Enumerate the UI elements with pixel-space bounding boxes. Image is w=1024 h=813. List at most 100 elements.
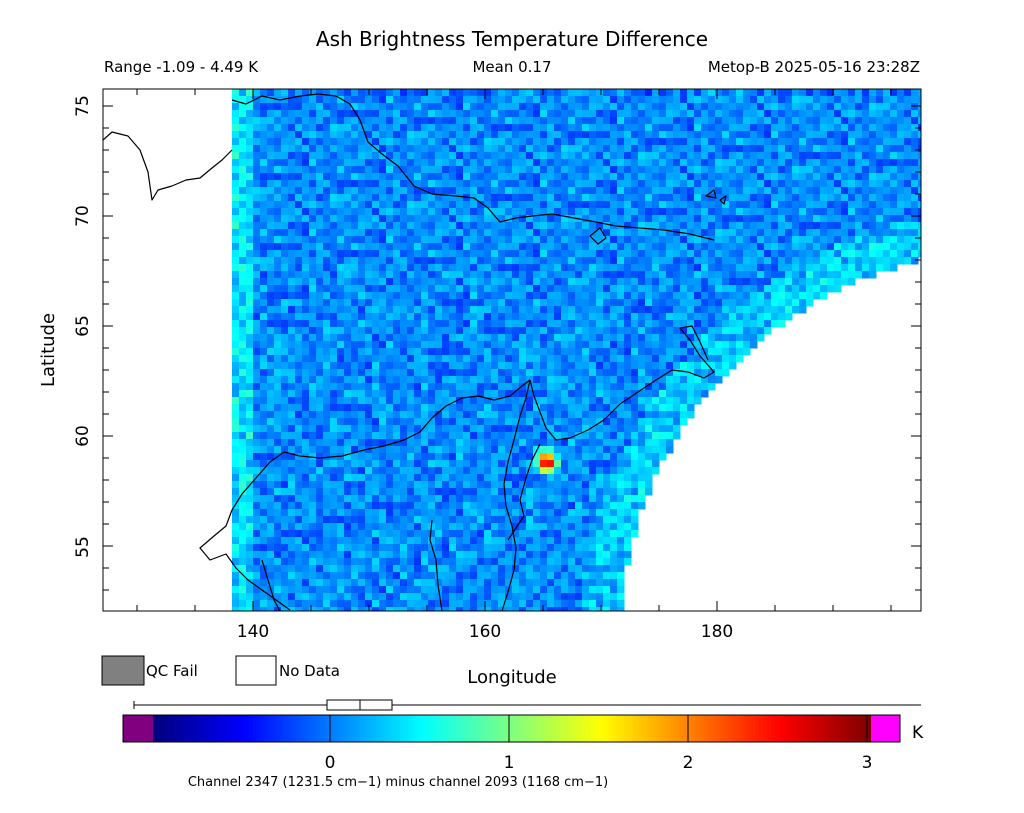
swath-pixel [694,215,702,223]
swath-pixel [519,453,527,461]
swath-pixel [442,355,450,363]
swath-pixel [743,131,751,139]
swath-pixel [547,201,555,209]
swath-pixel [407,285,415,293]
swath-pixel [337,229,345,237]
swath-pixel [582,89,590,97]
swath-pixel [498,502,506,510]
swath-pixel [295,418,303,426]
swath-pixel [379,348,387,356]
swath-pixel [589,418,597,426]
swath-pixel [463,390,471,398]
swath-pixel [505,460,513,468]
swath-pixel [302,474,310,482]
swath-pixel [708,215,716,223]
swath-pixel [386,180,394,188]
swath-pixel [274,334,282,342]
swath-pixel [288,243,296,251]
swath-pixel [365,418,373,426]
swath-pixel [575,152,583,160]
swath-pixel [862,124,870,132]
swath-pixel [624,348,632,356]
swath-pixel [246,460,254,468]
swath-pixel [407,453,415,461]
swath-pixel [309,390,317,398]
swath-pixel [442,306,450,314]
swath-pixel [239,362,247,370]
swath-pixel [827,271,835,279]
swath-pixel [309,397,317,405]
swath-pixel [834,243,842,251]
swath-pixel [344,439,352,447]
swath-pixel [365,320,373,328]
swath-pixel [484,187,492,195]
swath-pixel [316,250,324,258]
swath-pixel [582,194,590,202]
swath-pixel [645,131,653,139]
swath-pixel [386,446,394,454]
swath-pixel [330,348,338,356]
swath-pixel [393,257,401,265]
swath-pixel [673,222,681,230]
swath-pixel [694,369,702,377]
swath-pixel [603,383,611,391]
swath-pixel [365,425,373,433]
swath-pixel [582,383,590,391]
swath-pixel [456,285,464,293]
swath-pixel [512,306,520,314]
swath-pixel [855,117,863,125]
swath-pixel [351,453,359,461]
swath-pixel [701,138,709,146]
swath-pixel [414,439,422,447]
swath-pixel [869,131,877,139]
swath-pixel [344,390,352,398]
swath-pixel [274,397,282,405]
swath-pixel [295,313,303,321]
swath-pixel [456,495,464,503]
swath-pixel [540,327,548,335]
swath-pixel [638,355,646,363]
swath-pixel [561,271,569,279]
swath-pixel [498,124,506,132]
swath-pixel [575,208,583,216]
swath-pixel [715,292,723,300]
swath-pixel [799,159,807,167]
swath-pixel [435,124,443,132]
swath-pixel [505,327,513,335]
swath-pixel [638,271,646,279]
swath-pixel [610,502,618,510]
swath-pixel [295,222,303,230]
swath-pixel [694,131,702,139]
swath-pixel [491,341,499,349]
swath-pixel [400,89,408,97]
swath-pixel [470,327,478,335]
swath-pixel [484,152,492,160]
swath-pixel [470,201,478,209]
swath-pixel [435,208,443,216]
range-label: Range -1.09 - 4.49 K [104,58,259,76]
swath-pixel [582,250,590,258]
swath-pixel [386,124,394,132]
swath-pixel [393,110,401,118]
swath-pixel [253,180,261,188]
swath-pixel [652,131,660,139]
swath-pixel [421,117,429,125]
swath-pixel [232,257,240,265]
swath-pixel [638,488,646,496]
swath-pixel [645,383,653,391]
swath-pixel [407,278,415,286]
swath-pixel [267,173,275,181]
swath-pixel [631,250,639,258]
swath-pixel [575,124,583,132]
swath-pixel [232,292,240,300]
swath-pixel [771,159,779,167]
swath-pixel [253,103,261,111]
swath-pixel [610,173,618,181]
swath-pixel [582,467,590,475]
swath-pixel [680,383,688,391]
swath-pixel [561,341,569,349]
swath-pixel [855,152,863,160]
swath-pixel [365,117,373,125]
swath-pixel [281,229,289,237]
swath-pixel [834,117,842,125]
